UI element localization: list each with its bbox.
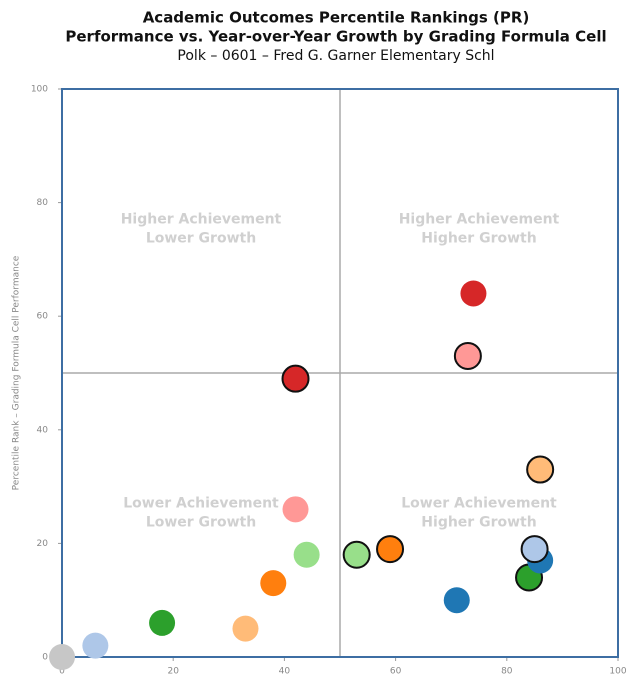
point: [232, 615, 259, 642]
x-tick-label: 60: [390, 667, 402, 677]
x-tick-label: 0: [59, 667, 65, 677]
chart-title: Academic Outcomes Percentile Rankings (P…: [143, 9, 530, 27]
quadrant-label: Higher Achievement: [121, 212, 282, 228]
point: [453, 341, 482, 370]
point: [281, 364, 310, 393]
y-axis-label: Percentile Rank – Grading Formula Cell P…: [12, 255, 22, 490]
point: [520, 535, 549, 564]
point: [260, 570, 287, 597]
y-tick-label: 60: [37, 312, 49, 322]
point: [460, 280, 487, 307]
point: [149, 609, 176, 636]
x-tick-label: 40: [279, 667, 291, 677]
chart-subtitle: Polk – 0601 – Fred G. Garner Elementary …: [177, 48, 494, 64]
quadrant-label: Lower Achievement: [123, 496, 279, 512]
y-tick-label: 20: [37, 539, 49, 549]
point: [293, 541, 320, 568]
quadrant-label: Lower Growth: [146, 515, 256, 531]
x-tick-label: 20: [167, 667, 179, 677]
quadrant-label: Lower Achievement: [401, 496, 557, 512]
x-tick-label: 100: [609, 667, 626, 677]
plot-frame: [61, 88, 619, 658]
chart-subtitle: Performance vs. Year-over-Year Growth by…: [65, 28, 606, 46]
quadrant-label: Higher Growth: [421, 515, 536, 531]
y-tick-label: 80: [37, 198, 49, 208]
point: [282, 496, 309, 523]
point: [342, 540, 371, 569]
point: [526, 455, 555, 484]
point: [443, 587, 470, 614]
point: [376, 535, 405, 564]
quadrant-label: Higher Achievement: [399, 212, 560, 228]
point: [49, 644, 75, 670]
quadrant-label: Higher Growth: [421, 231, 536, 247]
y-tick-label: 40: [37, 425, 49, 435]
point: [82, 632, 109, 659]
y-tick-label: 0: [42, 653, 48, 663]
quadrant-label: Lower Growth: [146, 231, 256, 247]
y-tick-label: 100: [31, 85, 48, 95]
x-tick-label: 80: [501, 667, 513, 677]
